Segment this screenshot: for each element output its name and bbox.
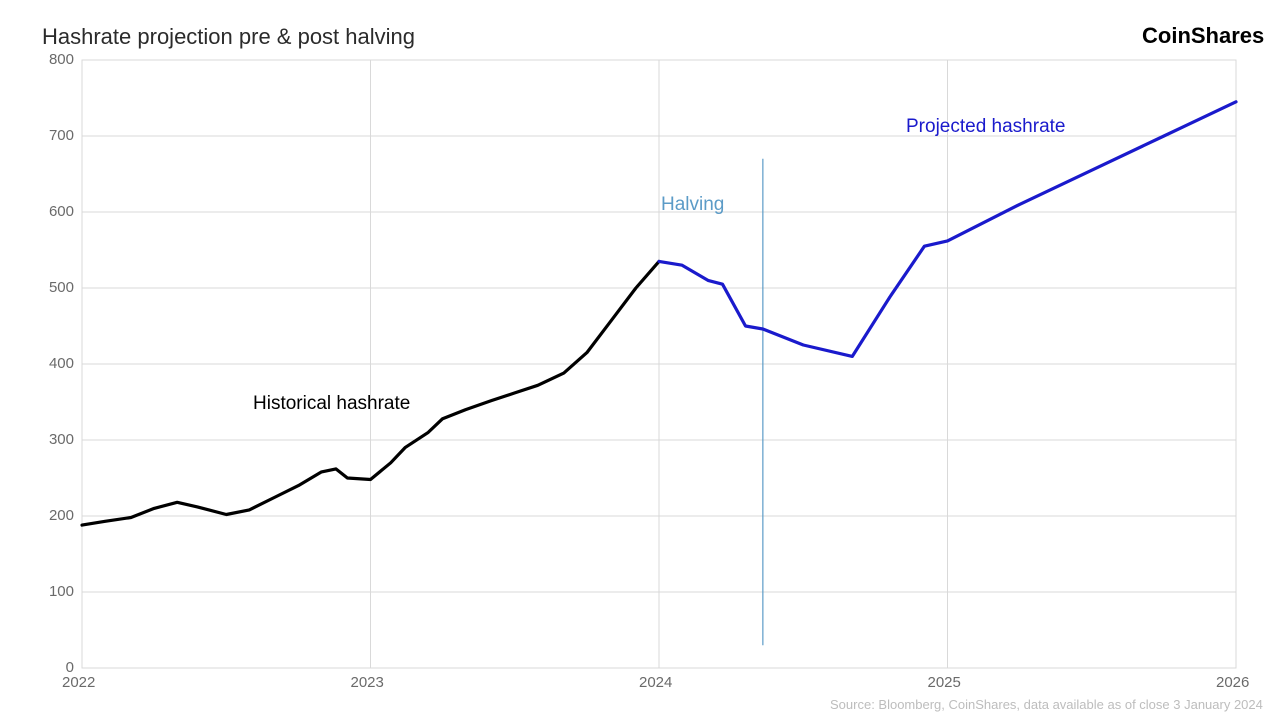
x-tick-label: 2026 [1216,674,1249,691]
halving-label: Halving [661,194,724,216]
chart-footer: Source: Bloomberg, CoinShares, data avai… [830,697,1263,712]
y-tick-label: 0 [66,659,74,676]
x-tick-label: 2025 [928,674,961,691]
y-tick-label: 200 [49,507,74,524]
x-tick-label: 2024 [639,674,672,691]
chart-svg [0,0,1280,719]
historical-label: Historical hashrate [253,393,410,415]
x-tick-label: 2022 [62,674,95,691]
y-tick-label: 600 [49,203,74,220]
chart-container: Hashrate projection pre & post halving C… [0,0,1280,719]
y-tick-label: 300 [49,431,74,448]
y-tick-label: 500 [49,279,74,296]
y-tick-label: 800 [49,51,74,68]
y-tick-label: 400 [49,355,74,372]
y-tick-label: 700 [49,127,74,144]
y-tick-label: 100 [49,583,74,600]
x-tick-label: 2023 [351,674,384,691]
projected-label: Projected hashrate [906,116,1066,138]
